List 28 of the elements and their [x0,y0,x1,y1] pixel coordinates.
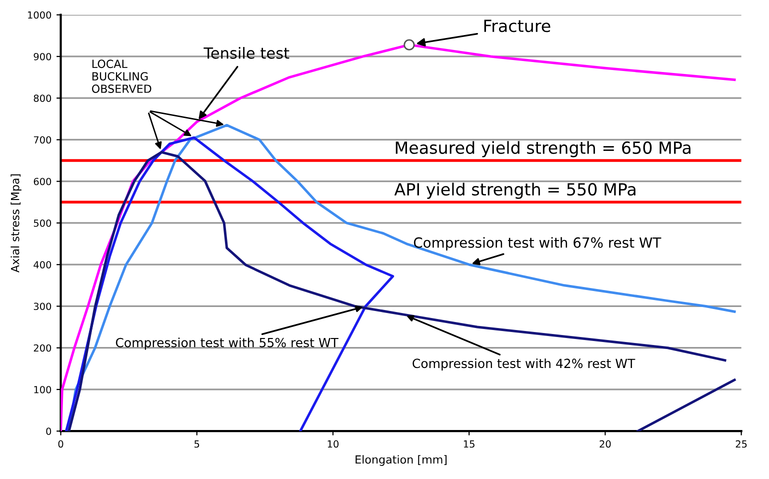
y-tick-label: 700 [34,136,52,144]
y-tick-label: 0 [46,428,52,435]
annotation: LOCAL BUCKLING OBSERVED [92,60,152,93]
x-tick-label: 15 [464,440,474,448]
x-tick-label: 25 [736,440,747,448]
x-tick-label: 10 [328,440,339,448]
x-axis-title: Elongation [mm] [356,455,447,466]
x-tick-label: 0 [58,440,64,448]
y-tick-label: 900 [34,52,52,60]
y-tick-label: 200 [34,344,52,352]
y-tick-label: 600 [34,178,52,186]
x-tick-label: 20 [600,440,611,448]
series-label: Tensile test [204,47,290,59]
ref-line-label: API yield strength = 550 MPa [394,182,636,199]
y-tick-label: 400 [34,261,52,268]
y-tick-label: 800 [34,94,52,102]
y-axis-title: Axial stress [Mpa] [10,174,22,272]
line-series [64,136,394,432]
series-label: Compression test with 67% rest WT [414,237,662,251]
y-tick-label: 1000 [28,11,52,19]
series-label: Compression test with 55% rest WT [116,338,338,350]
series-label: Compression test with 42% rest WT [412,358,636,371]
y-tick-label: 100 [34,386,52,394]
y-tick-label: 500 [34,219,52,227]
annotation: Fracture [484,20,550,32]
y-tick-label: 300 [34,302,52,310]
ref-line-label: Measured yield strength = 650 MPa [396,141,690,158]
x-tick-label: 5 [194,440,200,448]
